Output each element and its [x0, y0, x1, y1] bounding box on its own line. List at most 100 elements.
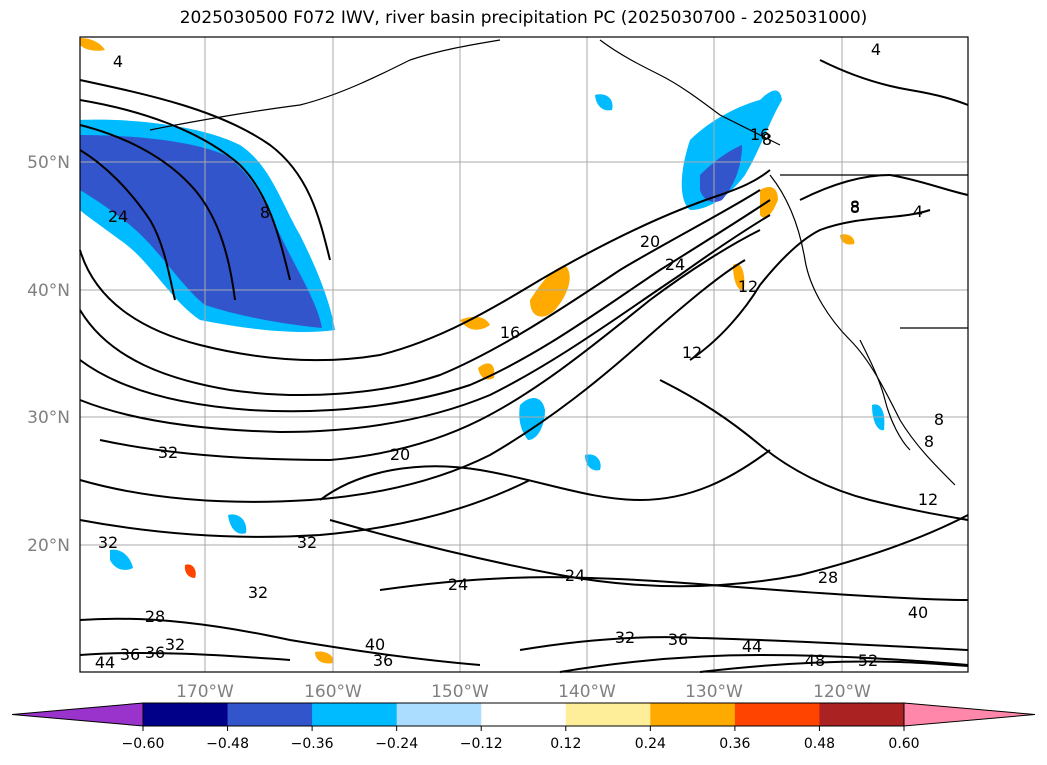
contour-18: [559, 653, 969, 673]
colorbar-tick-label: 0.12: [550, 736, 581, 752]
lon-label: 160°W: [304, 682, 362, 702]
gridlines: [80, 37, 968, 672]
contour-label: 16: [500, 323, 520, 342]
positive-region-1: [530, 265, 570, 317]
lat-label: 30°N: [27, 408, 70, 428]
lon-label: 130°W: [685, 682, 743, 702]
contour-23: [799, 173, 969, 201]
negative-small-5: [595, 94, 613, 111]
positive-region-7: [80, 38, 105, 51]
iwv-contours: [79, 59, 969, 673]
contour-16: [79, 651, 291, 661]
contour-label: 4: [113, 52, 123, 71]
colorbar-segment: [312, 703, 398, 726]
colorbar-tick-label: −0.12: [460, 736, 503, 752]
latitude-labels: 50°N 40°N 30°N 20°N: [27, 153, 70, 556]
colorbar: −0.60 −0.48 −0.36 −0.24 −0.12 0.12 0.24 0.36 0.4…: [11, 702, 1036, 752]
coast-baja: [859, 339, 911, 451]
negative-core-pacific: [80, 135, 322, 328]
contour-4: [79, 149, 176, 301]
contour-label: 20: [640, 232, 660, 251]
negative-core-nw: [700, 145, 742, 202]
colorbar-segment: [227, 703, 313, 726]
contour-label: 32: [165, 635, 185, 654]
negative-small-2: [585, 454, 601, 471]
contour-label: 44: [95, 653, 115, 672]
contour-label: 16: [750, 125, 770, 144]
lon-label: 150°W: [431, 682, 489, 702]
contour-2: [79, 99, 291, 281]
contour-label: 32: [158, 443, 178, 462]
positive-region-2: [460, 316, 490, 330]
contour-9: [99, 229, 761, 462]
contour-label: 24: [108, 207, 128, 226]
lon-label: 170°W: [176, 682, 234, 702]
positive-region-6: [315, 651, 334, 664]
contour-5: [79, 169, 771, 362]
contour-10: [79, 259, 746, 503]
contour-label: 12: [682, 343, 702, 362]
coast-west-us: [769, 174, 956, 486]
positive-region-8: [184, 564, 196, 578]
contour-15: [79, 617, 481, 666]
positive-region-4: [760, 187, 778, 218]
contour-label: 40: [908, 603, 928, 622]
colorbar-tick-label: −0.36: [291, 736, 334, 752]
contour-19: [699, 660, 969, 673]
contour-label: 24: [565, 566, 585, 585]
colorbar-over-triangle: [903, 702, 1036, 727]
contour-label: 8: [850, 197, 860, 216]
contour-17: [519, 636, 969, 651]
contour-20: [659, 379, 969, 521]
positive-region-5: [733, 263, 745, 291]
contour-label: 52: [858, 651, 878, 670]
colorbar-segment: [650, 703, 736, 726]
negative-small-1: [519, 398, 545, 440]
contour-label: 12: [738, 277, 758, 296]
contour-label: 36: [120, 645, 140, 664]
positive-region-9: [840, 234, 855, 245]
contour-label: 8: [934, 410, 944, 429]
colorbar-tick-label: −0.48: [206, 736, 249, 752]
contour-1: [79, 79, 331, 261]
contour-label: 4: [871, 40, 881, 59]
figure-title: 2025030500 F072 IWV, river basin precipi…: [179, 8, 868, 28]
coast-alaska-panhandle: [599, 39, 781, 146]
contour-label: 8: [850, 198, 860, 217]
contour-label: 12: [918, 490, 938, 509]
contour-label: 8: [924, 432, 934, 451]
contour-label: 28: [145, 607, 165, 626]
contour-12: [319, 449, 771, 502]
colorbar-frame: [142, 702, 905, 727]
lat-label: 20°N: [27, 536, 70, 556]
colorbar-segment: [481, 703, 567, 726]
contour-8: [79, 214, 771, 434]
lat-label: 40°N: [27, 281, 70, 301]
colorbar-under-triangle: [11, 702, 144, 727]
contour-3: [79, 124, 236, 301]
contour-label: 20: [390, 445, 410, 464]
map-frame: [79, 36, 969, 673]
coast-alaska: [149, 39, 501, 131]
colorbar-segment: [819, 703, 905, 726]
colorbar-segment: [396, 703, 482, 726]
contour-label: 4: [913, 202, 923, 221]
contour-21: [689, 209, 931, 361]
colorbar-segment: [734, 703, 820, 726]
contour-label: 24: [448, 575, 468, 594]
longitude-labels: 170°W 160°W 150°W 140°W 130°W 120°W: [176, 682, 871, 702]
contour-label: 8: [260, 203, 270, 222]
negative-small-3: [110, 549, 133, 570]
colorbar-tick-label: 0.48: [804, 736, 835, 752]
contour-11: [79, 479, 531, 538]
colorbar-tick-label: 0.24: [635, 736, 666, 752]
contour-label: 36: [668, 630, 688, 649]
contour-label: 36: [373, 651, 393, 670]
contour-label: 32: [98, 533, 118, 552]
contour-label: 44: [742, 637, 762, 656]
colorbar-segment: [143, 703, 229, 726]
contour-14: [379, 576, 969, 601]
contour-13: [329, 514, 969, 588]
colorbar-tick-label: −0.60: [122, 736, 165, 752]
contour-label: 36: [145, 643, 165, 662]
